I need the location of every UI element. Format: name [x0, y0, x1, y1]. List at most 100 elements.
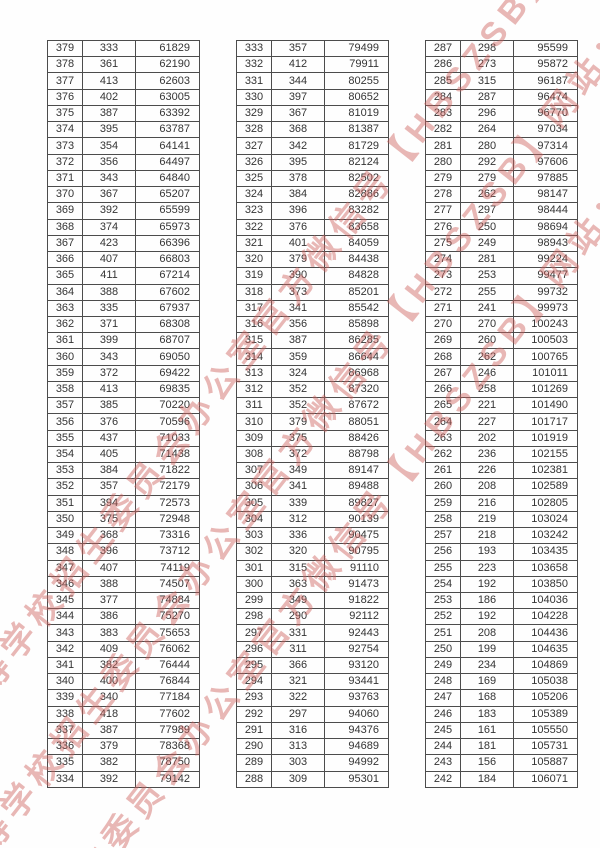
table-row: 287 298 95599 [425, 39, 578, 58]
score-cell: 341 [47, 656, 83, 675]
count-cell: 409 [82, 640, 136, 658]
cumulative-count-cell: 105550 [513, 721, 578, 740]
cumulative-count-cell: 81019 [324, 104, 389, 123]
table-row: 369 392 65599 [47, 202, 200, 220]
table-row: 297 331 92443 [236, 624, 389, 642]
count-cell: 413 [82, 72, 136, 90]
cumulative-count-cell: 74507 [135, 575, 200, 593]
count-cell: 320 [271, 543, 325, 561]
score-cell: 346 [47, 575, 83, 593]
score-cell: 330 [236, 88, 272, 106]
table-row: 309 375 88426 [236, 429, 389, 447]
cumulative-count-cell: 82886 [324, 186, 389, 204]
count-cell: 335 [82, 299, 136, 317]
score-cell: 356 [47, 413, 83, 431]
score-cell: 294 [236, 673, 272, 691]
table-row: 310 379 88051 [236, 413, 389, 431]
table-row: 269 260 100503 [425, 332, 578, 350]
cumulative-count-cell: 63787 [135, 121, 200, 139]
table-row: 242 184 106071 [425, 770, 578, 789]
table-row: 350 375 72948 [47, 510, 200, 529]
score-cell: 277 [425, 202, 461, 220]
score-cell: 337 [47, 721, 83, 740]
cumulative-count-cell: 103435 [513, 543, 578, 561]
count-cell: 376 [82, 413, 136, 431]
score-cell: 353 [47, 462, 83, 480]
score-cell: 338 [47, 705, 83, 723]
count-cell: 315 [271, 559, 325, 577]
table-row: 337 387 77989 [47, 721, 200, 740]
cumulative-count-cell: 69422 [135, 364, 200, 382]
cumulative-count-cell: 79142 [135, 770, 200, 789]
score-cell: 312 [236, 380, 272, 399]
count-cell: 378 [271, 169, 325, 188]
table-row: 251 208 104436 [425, 624, 578, 642]
cumulative-count-cell: 93120 [324, 656, 389, 675]
cumulative-count-cell: 96474 [513, 88, 578, 106]
table-row: 295 366 93120 [236, 656, 389, 675]
score-cell: 281 [425, 137, 461, 155]
count-cell: 343 [82, 348, 136, 366]
count-cell: 382 [82, 754, 136, 772]
count-cell: 376 [271, 218, 325, 236]
table-row: 334 392 79142 [47, 770, 200, 789]
score-cell: 260 [425, 478, 461, 496]
count-cell: 316 [271, 721, 325, 740]
score-cell: 358 [47, 380, 83, 399]
cumulative-count-cell: 80255 [324, 72, 389, 90]
count-cell: 280 [460, 137, 514, 155]
table-row: 327 342 81729 [236, 137, 389, 155]
count-cell: 399 [82, 332, 136, 350]
count-cell: 192 [460, 575, 514, 593]
count-cell: 290 [271, 608, 325, 626]
count-cell: 246 [460, 364, 514, 382]
cumulative-count-cell: 64497 [135, 153, 200, 171]
score-cell: 314 [236, 348, 272, 366]
count-cell: 297 [271, 705, 325, 723]
cumulative-count-cell: 82124 [324, 153, 389, 171]
cumulative-count-cell: 99477 [513, 267, 578, 285]
count-cell: 270 [460, 315, 514, 334]
cumulative-count-cell: 94060 [324, 705, 389, 723]
cumulative-count-cell: 67602 [135, 283, 200, 301]
score-cell: 319 [236, 267, 272, 285]
cumulative-count-cell: 94376 [324, 721, 389, 740]
score-cell: 256 [425, 543, 461, 561]
score-cell: 307 [236, 462, 272, 480]
table-row: 256 193 103435 [425, 543, 578, 561]
table-row: 255 223 103658 [425, 559, 578, 577]
table-row: 322 376 83658 [236, 218, 389, 236]
table-row: 273 253 99477 [425, 267, 578, 285]
count-cell: 236 [460, 445, 514, 464]
cumulative-count-cell: 84438 [324, 251, 389, 269]
table-row: 355 437 71033 [47, 429, 200, 447]
count-cell: 401 [271, 234, 325, 253]
table-row: 370 367 65207 [47, 186, 200, 204]
cumulative-count-cell: 100243 [513, 315, 578, 334]
cumulative-count-cell: 65599 [135, 202, 200, 220]
cumulative-count-cell: 86285 [324, 332, 389, 350]
count-cell: 262 [460, 348, 514, 366]
table-row: 312 352 87320 [236, 380, 389, 399]
cumulative-count-cell: 73316 [135, 527, 200, 545]
score-cell: 298 [236, 608, 272, 626]
score-cell: 297 [236, 624, 272, 642]
count-cell: 392 [82, 202, 136, 220]
score-cell: 342 [47, 640, 83, 658]
table-row: 358 413 69835 [47, 380, 200, 399]
count-cell: 412 [271, 56, 325, 74]
cumulative-count-cell: 67214 [135, 267, 200, 285]
score-cell: 376 [47, 88, 83, 106]
table-row: 285 315 96187 [425, 72, 578, 90]
table-row: 300 363 91473 [236, 575, 389, 593]
cumulative-count-cell: 96770 [513, 104, 578, 123]
table-row: 279 279 97885 [425, 169, 578, 188]
count-cell: 356 [271, 315, 325, 334]
score-cell: 251 [425, 624, 461, 642]
count-cell: 312 [271, 510, 325, 529]
score-cell: 320 [236, 251, 272, 269]
score-cell: 246 [425, 705, 461, 723]
count-cell: 367 [271, 104, 325, 123]
score-cell: 289 [236, 754, 272, 772]
count-cell: 202 [460, 429, 514, 447]
